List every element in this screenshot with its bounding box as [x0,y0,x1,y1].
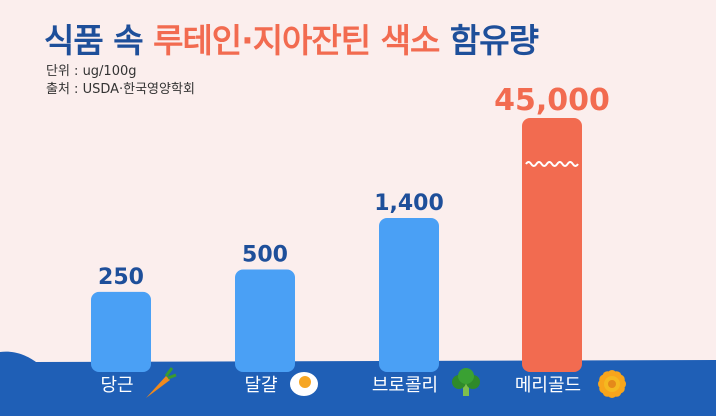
bar-4 [522,118,582,372]
category-label-2: 달걀 [244,375,277,396]
value-label-1: 250 [98,265,144,290]
title-part1: 식품 속 [44,21,144,60]
category-label-4: 메리골드 [515,375,581,396]
title-highlight: 루테인·지아잔틴 색소 [153,21,440,60]
source-note: 출처 : USDA·한국영양학회 [46,82,195,97]
bar-3 [379,218,439,372]
egg-icon [290,372,318,396]
bars-group [91,118,582,372]
carrot-icon [146,367,177,398]
bar-1 [91,291,151,372]
value-label-2: 500 [242,243,288,268]
bar-2 [235,269,295,372]
value-label-3: 1,400 [374,191,444,216]
title-part2: 함유량 [449,21,539,60]
marigold-icon [598,370,626,398]
axis-break-mark [525,161,579,167]
category-label-1: 당근 [100,375,133,396]
unit-note: 단위 : ug/100g [46,64,137,79]
category-labels-group: 당근 달걀 브로콜리 메리골드 [100,367,626,398]
chart-title: 식품 속 루테인·지아잔틴 색소 함유량 [44,14,539,62]
broccoli-icon [452,368,480,396]
value-labels-group: 250 500 1,400 45,000 [98,83,610,290]
value-label-4: 45,000 [494,83,610,118]
category-label-3: 브로콜리 [372,375,438,396]
